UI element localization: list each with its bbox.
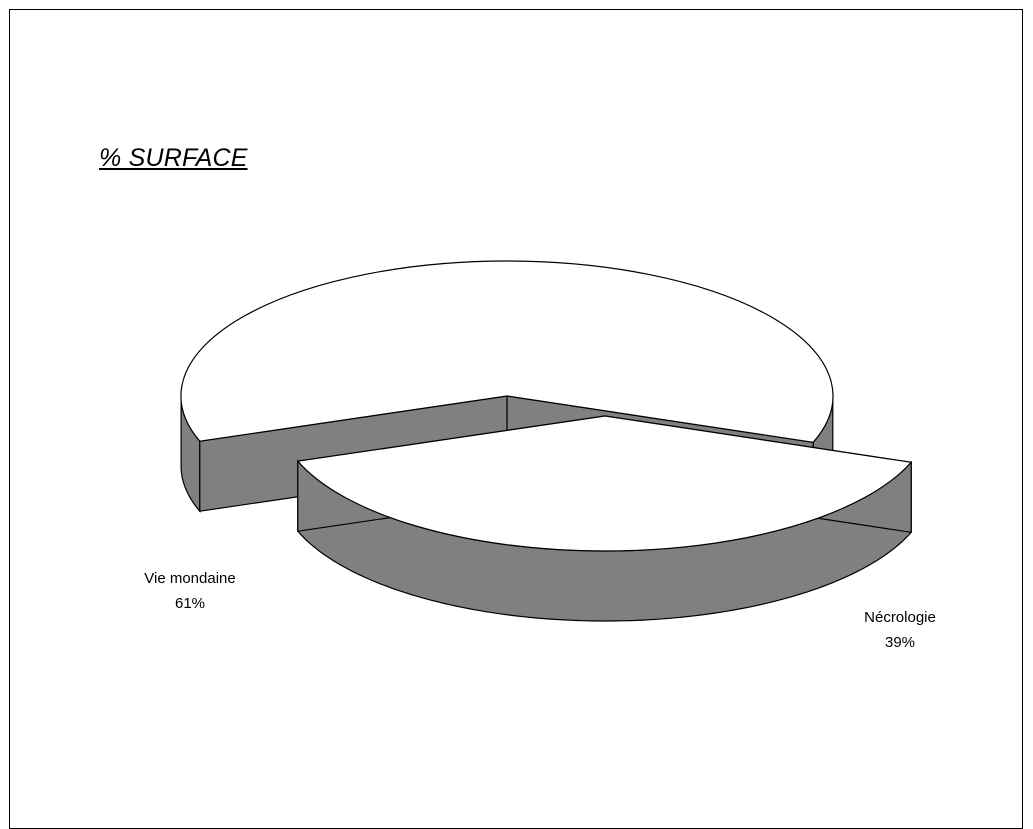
slice-value-vie-mondaine: 61% — [175, 595, 205, 612]
slice-label-necrologie: Nécrologie — [864, 609, 936, 626]
slice-label-vie-mondaine: Vie mondaine — [144, 570, 235, 587]
slice-value-necrologie: 39% — [885, 634, 915, 651]
